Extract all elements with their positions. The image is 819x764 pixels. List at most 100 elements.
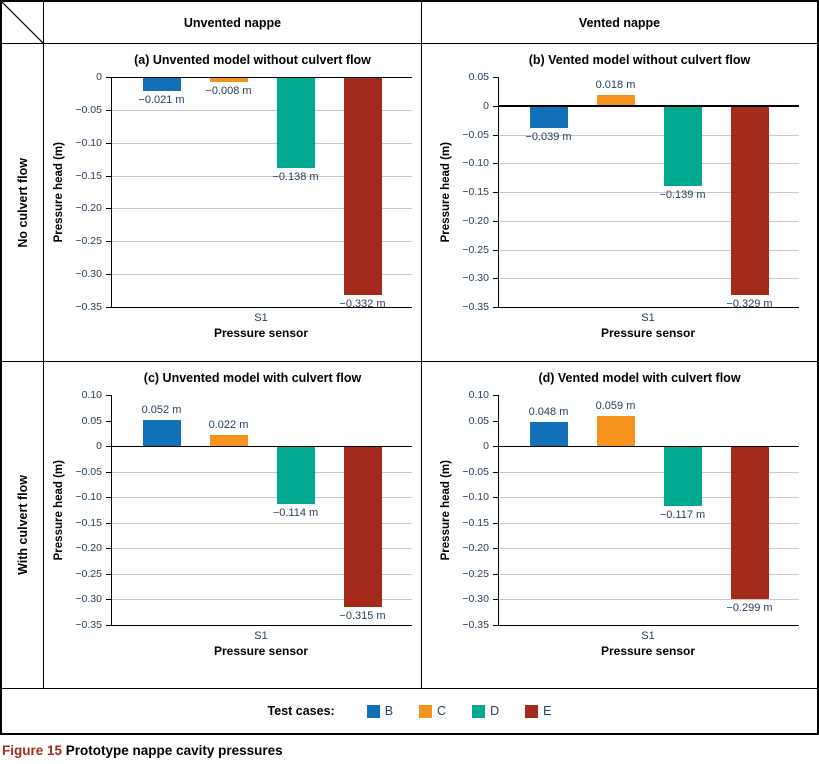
y-axis-ticks: 0.10 0.05 0 −0.05 −0.10 −0.15 −0.20 −0.25 −0.30 −…	[67, 389, 111, 631]
bar-value-label: 0.052 m	[141, 403, 182, 416]
y-tick-label: 0.10	[81, 389, 102, 401]
y-tick-label: 0	[96, 440, 102, 453]
gridline	[499, 220, 799, 222]
y-tick-label: −0.05	[462, 465, 489, 478]
chart-title: (b) Vented model without culvert flow	[528, 53, 751, 67]
bar-value-label: −0.114 m	[272, 507, 319, 520]
y-tick-label: 0.10	[468, 389, 489, 401]
y-tick-label: 0.05	[468, 414, 489, 427]
gridline	[499, 249, 799, 251]
chart-c: (c) Unvented model with culvert flow Pres…	[44, 362, 421, 658]
y-tick-label: −0.20	[462, 542, 489, 555]
y-tick-label: −0.35	[75, 619, 102, 631]
bar-value-label: 0.022 m	[208, 418, 249, 431]
y-tick-label: 0.05	[81, 414, 102, 427]
y-tick-label: −0.10	[462, 157, 489, 170]
y-tick-mark	[106, 446, 111, 448]
y-tick-label: 0	[96, 71, 102, 83]
y-tick-mark	[493, 278, 498, 280]
y-tick-mark	[106, 142, 111, 144]
bar-value-label: −0.299 m	[726, 601, 773, 614]
bar-value-label: 0.059 m	[595, 399, 636, 412]
bar-e	[343, 77, 382, 296]
corner-cell	[2, 2, 44, 44]
y-tick-mark	[106, 522, 111, 524]
chart-panel-d: (d) Vented model with culvert flow Pressu…	[422, 362, 817, 688]
y-tick-label: −0.10	[75, 136, 102, 149]
gridline	[499, 497, 799, 499]
y-tick-mark	[493, 134, 498, 136]
legend-label-c: C	[437, 704, 447, 718]
bar-d	[276, 77, 315, 168]
x-axis-area: S1 Pressure sensor	[111, 626, 411, 658]
y-tick-label: −0.30	[75, 593, 102, 606]
y-tick-label: −0.35	[462, 301, 489, 313]
gridline	[112, 548, 412, 550]
gridline	[112, 142, 412, 144]
plot-area: 0.052 m 0.022 m −0.114 m −0.315 m	[111, 395, 412, 626]
bar-b	[529, 105, 568, 129]
gridline	[499, 278, 799, 280]
chart-d: (d) Vented model with culvert flow Pressu…	[422, 362, 817, 658]
gridline	[499, 163, 799, 165]
bar-value-label: −0.021 m	[138, 93, 185, 106]
zero-axis-line	[112, 76, 412, 78]
y-tick-label: −0.10	[462, 491, 489, 504]
chart-b: (b) Vented model without culvert flow Pre…	[422, 44, 817, 340]
y-tick-label: −0.25	[75, 567, 102, 580]
x-tick-label: S1	[254, 312, 268, 324]
column-header-unvented-nappe: Unvented nappe	[44, 2, 422, 44]
y-tick-mark	[493, 220, 498, 222]
figure-number: Figure 15	[2, 743, 63, 758]
bar-b	[142, 77, 181, 91]
y-tick-mark	[493, 446, 498, 448]
bar-value-label: −0.315 m	[339, 610, 386, 623]
y-tick-mark	[493, 192, 498, 193]
bar-value-label: −0.329 m	[726, 297, 773, 310]
y-tick-mark	[106, 548, 111, 550]
y-tick-mark	[493, 249, 498, 251]
chart-panel-b: (b) Vented model without culvert flow Pre…	[422, 44, 817, 362]
bar-e	[343, 446, 382, 608]
gridline	[112, 241, 412, 243]
plot-area: 0.048 m 0.059 m −0.117 m −0.299 m	[498, 395, 799, 626]
legend-swatch-c	[419, 704, 433, 718]
legend-label-e: E	[543, 704, 552, 718]
row-label-with-culvert-flow: With culvert flow	[2, 362, 44, 688]
bar-c	[596, 415, 635, 447]
x-axis-label: Pressure sensor	[213, 326, 309, 340]
y-tick-label: −0.25	[462, 243, 489, 256]
y-tick-mark	[106, 420, 111, 422]
y-tick-mark	[106, 599, 111, 601]
y-tick-mark	[106, 208, 111, 210]
legend-item-c: C	[419, 704, 446, 718]
y-tick-mark	[493, 420, 498, 422]
y-tick-label: −0.30	[462, 272, 489, 285]
gridline	[499, 522, 799, 524]
bar-value-label: −0.332 m	[339, 298, 386, 311]
gridline	[112, 573, 412, 575]
figure-caption: Figure 15 Prototype nappe cavity pressur…	[2, 743, 819, 758]
y-tick-mark	[493, 105, 498, 107]
plot-area: −0.021 m −0.008 m −0.138 m −0.332 m	[111, 76, 412, 311]
bar-d	[663, 446, 702, 506]
y-tick-mark	[106, 625, 111, 626]
x-axis-label: Pressure sensor	[600, 326, 696, 340]
y-tick-label: −0.30	[462, 593, 489, 606]
y-tick-label: −0.15	[75, 516, 102, 529]
chart-title: (d) Vented model with culvert flow	[538, 371, 741, 385]
bar-c	[209, 434, 248, 447]
bar-e	[730, 446, 769, 599]
legend-label-b: B	[384, 704, 394, 718]
y-tick-label: 0.05	[468, 71, 489, 83]
bar-d	[276, 446, 315, 505]
y-tick-mark	[106, 109, 111, 111]
x-tick-label: S1	[641, 312, 655, 324]
bar-d	[663, 105, 702, 186]
gridline	[112, 497, 412, 499]
bar-value-label: 0.048 m	[528, 405, 569, 418]
y-tick-label: −0.20	[462, 214, 489, 227]
gridline	[499, 192, 799, 193]
y-tick-label: −0.25	[75, 235, 102, 248]
legend-title: Test cases:	[267, 704, 335, 718]
